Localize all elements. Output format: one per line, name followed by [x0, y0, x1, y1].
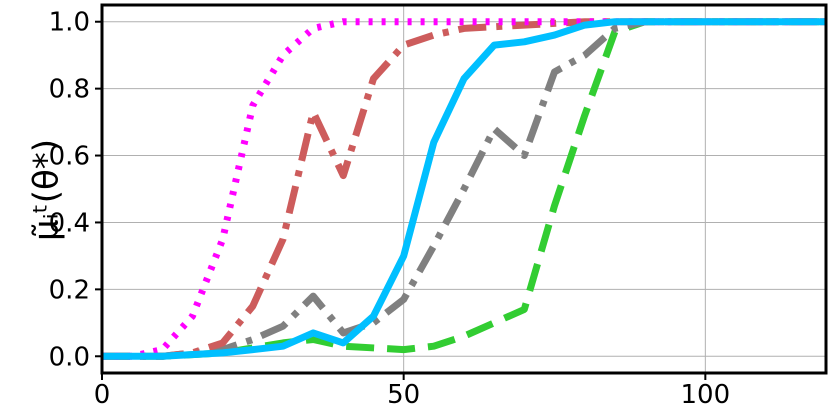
series-line-1 — [102, 18, 826, 360]
series-lines — [102, 18, 826, 360]
y-tick-label-1: 0.2 — [49, 275, 90, 305]
y-axis-label-text: μ̃ᵢᵗ(θ*) — [27, 139, 67, 241]
y-tick-label-2: 0.4 — [49, 208, 90, 238]
x-tick-label-2: 100 — [681, 380, 731, 410]
y-tick-label-5: 1.0 — [49, 8, 90, 38]
x-tick-label-1: 50 — [387, 380, 420, 410]
plot-frame — [100, 3, 828, 375]
series-line-3 — [102, 18, 826, 360]
x-tick-label-0: 0 — [94, 380, 111, 410]
y-axis-label: μ̃ᵢᵗ(θ*) — [27, 139, 67, 241]
y-tick-label-4: 0.8 — [49, 75, 90, 105]
axis-ticks: 0 50 100 0.0 0.2 0.4 0.6 0.8 1.0 — [49, 8, 731, 410]
series-line-2 — [102, 18, 826, 360]
y-tick-label-0: 0.0 — [49, 342, 90, 372]
y-tick-label-3: 0.6 — [49, 142, 90, 172]
